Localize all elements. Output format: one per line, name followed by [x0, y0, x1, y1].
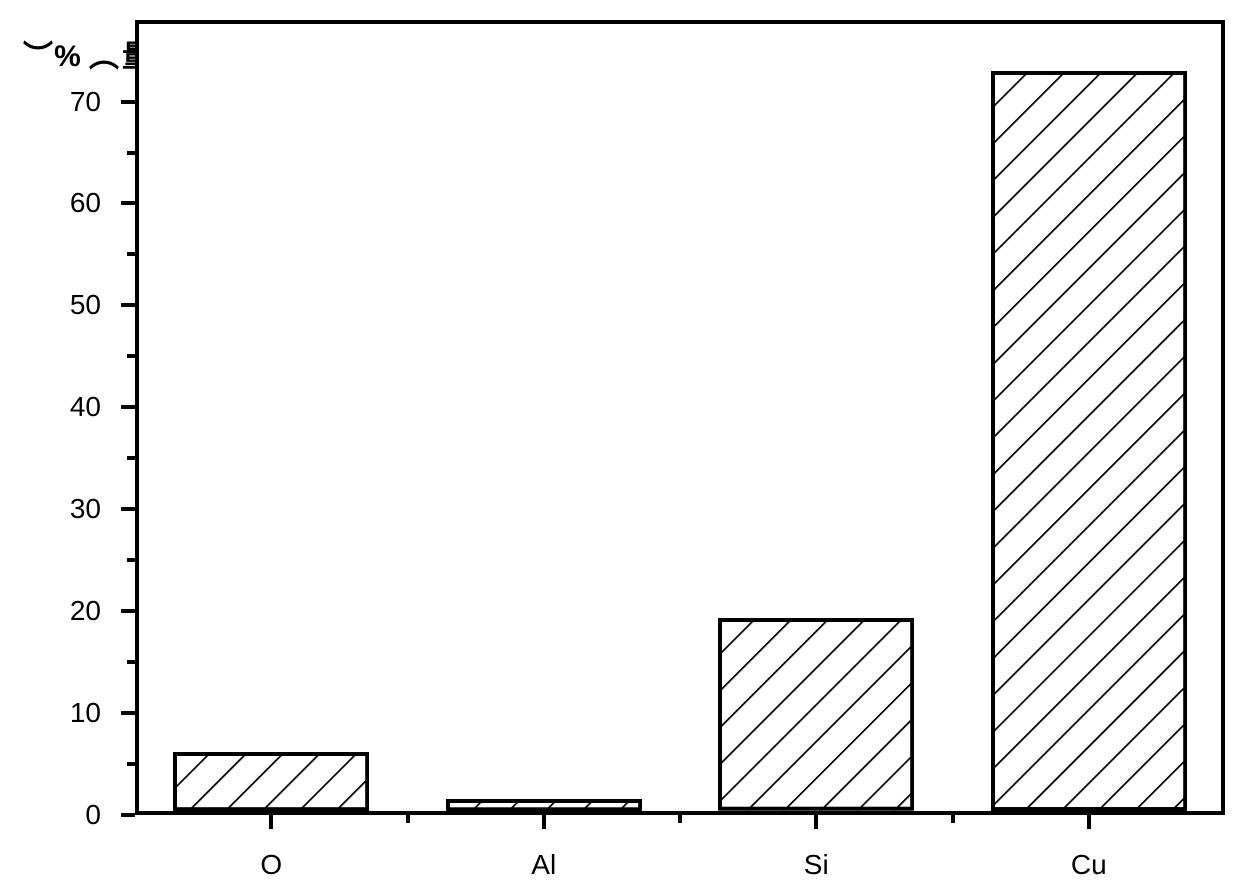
ytick-major — [121, 609, 135, 613]
ytick-label: 20 — [41, 595, 101, 627]
ytick-label: 30 — [41, 493, 101, 525]
ytick-major — [121, 405, 135, 409]
bar-o — [173, 752, 369, 811]
ytick-label: 0 — [41, 799, 101, 831]
xtick-mark — [269, 815, 273, 829]
bar-cu — [991, 71, 1187, 811]
ytick-major — [121, 201, 135, 205]
ytick-minor — [127, 558, 135, 562]
ytick-label: 70 — [41, 86, 101, 118]
ytick-major — [121, 711, 135, 715]
ytick-minor — [127, 354, 135, 358]
ytick-label: 60 — [41, 187, 101, 219]
xtick-label-cu: Cu — [1029, 849, 1149, 881]
xtick-label-al: Al — [484, 849, 604, 881]
ytick-major — [121, 303, 135, 307]
ytick-major — [121, 507, 135, 511]
axis-right — [1221, 20, 1225, 815]
xtick-minor — [951, 815, 955, 823]
ylabel-char: ） — [18, 40, 51, 73]
xtick-mark — [1087, 815, 1091, 829]
ytick-label: 10 — [41, 697, 101, 729]
xtick-mark — [542, 815, 546, 829]
chart-container: 重量（%） 010203040506070OAlSiCu — [0, 0, 1240, 889]
ytick-minor — [127, 456, 135, 460]
xtick-minor — [406, 815, 410, 823]
xtick-mark — [814, 815, 818, 829]
ytick-minor — [127, 252, 135, 256]
ylabel-char: （ — [84, 40, 117, 73]
axis-left — [135, 20, 139, 815]
ytick-minor — [127, 660, 135, 664]
xtick-label-o: O — [211, 849, 331, 881]
ytick-minor — [127, 49, 135, 53]
ytick-label: 40 — [41, 391, 101, 423]
axis-top — [135, 20, 1225, 24]
bar-al — [446, 799, 642, 811]
ytick-label: 50 — [41, 289, 101, 321]
ytick-minor — [127, 762, 135, 766]
xtick-label-si: Si — [756, 849, 876, 881]
ytick-minor — [127, 151, 135, 155]
bar-si — [718, 618, 914, 811]
plot-area: 010203040506070OAlSiCu — [135, 20, 1225, 815]
ytick-major — [121, 813, 135, 817]
ytick-major — [121, 100, 135, 104]
ylabel-char: % — [51, 40, 84, 73]
xtick-minor — [678, 815, 682, 823]
